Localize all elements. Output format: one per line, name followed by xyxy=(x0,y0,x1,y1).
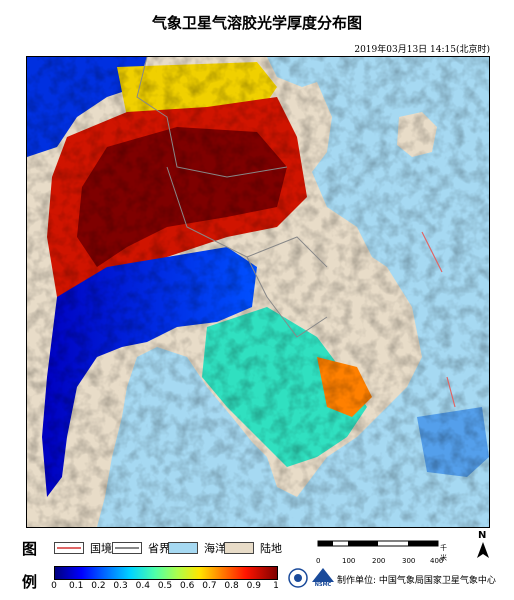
legend-item-province-border: 省界 xyxy=(112,540,170,556)
legend-label: 省界 xyxy=(148,542,170,555)
colorbar-tick: 0.4 xyxy=(135,581,150,591)
colorbar-tick: 0.8 xyxy=(224,581,239,591)
colorbar xyxy=(54,566,278,580)
legend-label-top: 图 xyxy=(22,540,38,558)
scale-tick: 300 xyxy=(402,557,416,565)
aod-map xyxy=(26,56,490,528)
national-border-icon xyxy=(54,542,84,554)
scale-tick: 400 xyxy=(430,557,444,565)
legend-label: 陆地 xyxy=(260,542,282,555)
scale-bar: 0 100 200 300 400 千米 xyxy=(316,538,447,565)
colorbar-tick: 0 xyxy=(51,581,57,591)
province-border xyxy=(136,57,328,338)
legend-label: 海洋 xyxy=(204,542,226,555)
north-arrow-icon xyxy=(477,542,489,558)
legend-label-bottom: 例 xyxy=(22,573,38,591)
map-svg xyxy=(27,57,489,527)
producer-credit: 制作单位: 中国气象局国家卫星气象中心 xyxy=(337,576,496,586)
colorbar-labels: 0 0.1 0.2 0.3 0.4 0.5 0.6 0.7 0.8 0.9 1 xyxy=(51,581,279,593)
nsmc-logo-text: NSMC xyxy=(314,582,332,588)
colorbar-tick: 0.3 xyxy=(113,581,128,591)
scale-bar-graphic xyxy=(317,540,439,547)
logos: NSMC xyxy=(288,568,334,588)
colorbar-tick: 0.9 xyxy=(246,581,261,591)
legend-item-ocean: 海洋 xyxy=(168,540,226,556)
legend-item-land: 陆地 xyxy=(224,540,282,556)
national-border xyxy=(421,231,456,408)
colorbar-tick: 0.2 xyxy=(91,581,106,591)
colorbar-tick: 0.7 xyxy=(202,581,217,591)
scale-tick: 100 xyxy=(342,557,356,565)
nsmc-logo-icon xyxy=(312,568,334,582)
colorbar-tick: 1 xyxy=(273,581,279,591)
scale-tick: 0 xyxy=(316,557,321,565)
colorbar-tick: 0.1 xyxy=(69,581,84,591)
timestamp: 2019年03月13日 14:15(北京时) xyxy=(354,45,490,55)
scale-tick: 200 xyxy=(372,557,386,565)
north-arrow: N xyxy=(475,530,491,560)
scale-unit: 千米 xyxy=(440,544,447,562)
page-title: 气象卫星气溶胶光学厚度分布图 xyxy=(151,14,362,32)
north-label: N xyxy=(478,530,487,541)
land-swatch-icon xyxy=(224,542,254,554)
province-border-icon xyxy=(112,542,142,554)
colorbar-tick: 0.5 xyxy=(157,581,173,591)
nsmc-logo: NSMC xyxy=(312,568,334,588)
texture-overlay xyxy=(27,57,489,527)
cma-logo-icon xyxy=(288,568,308,588)
ocean-swatch-icon xyxy=(168,542,198,554)
colorbar-tick: 0.6 xyxy=(180,581,195,591)
